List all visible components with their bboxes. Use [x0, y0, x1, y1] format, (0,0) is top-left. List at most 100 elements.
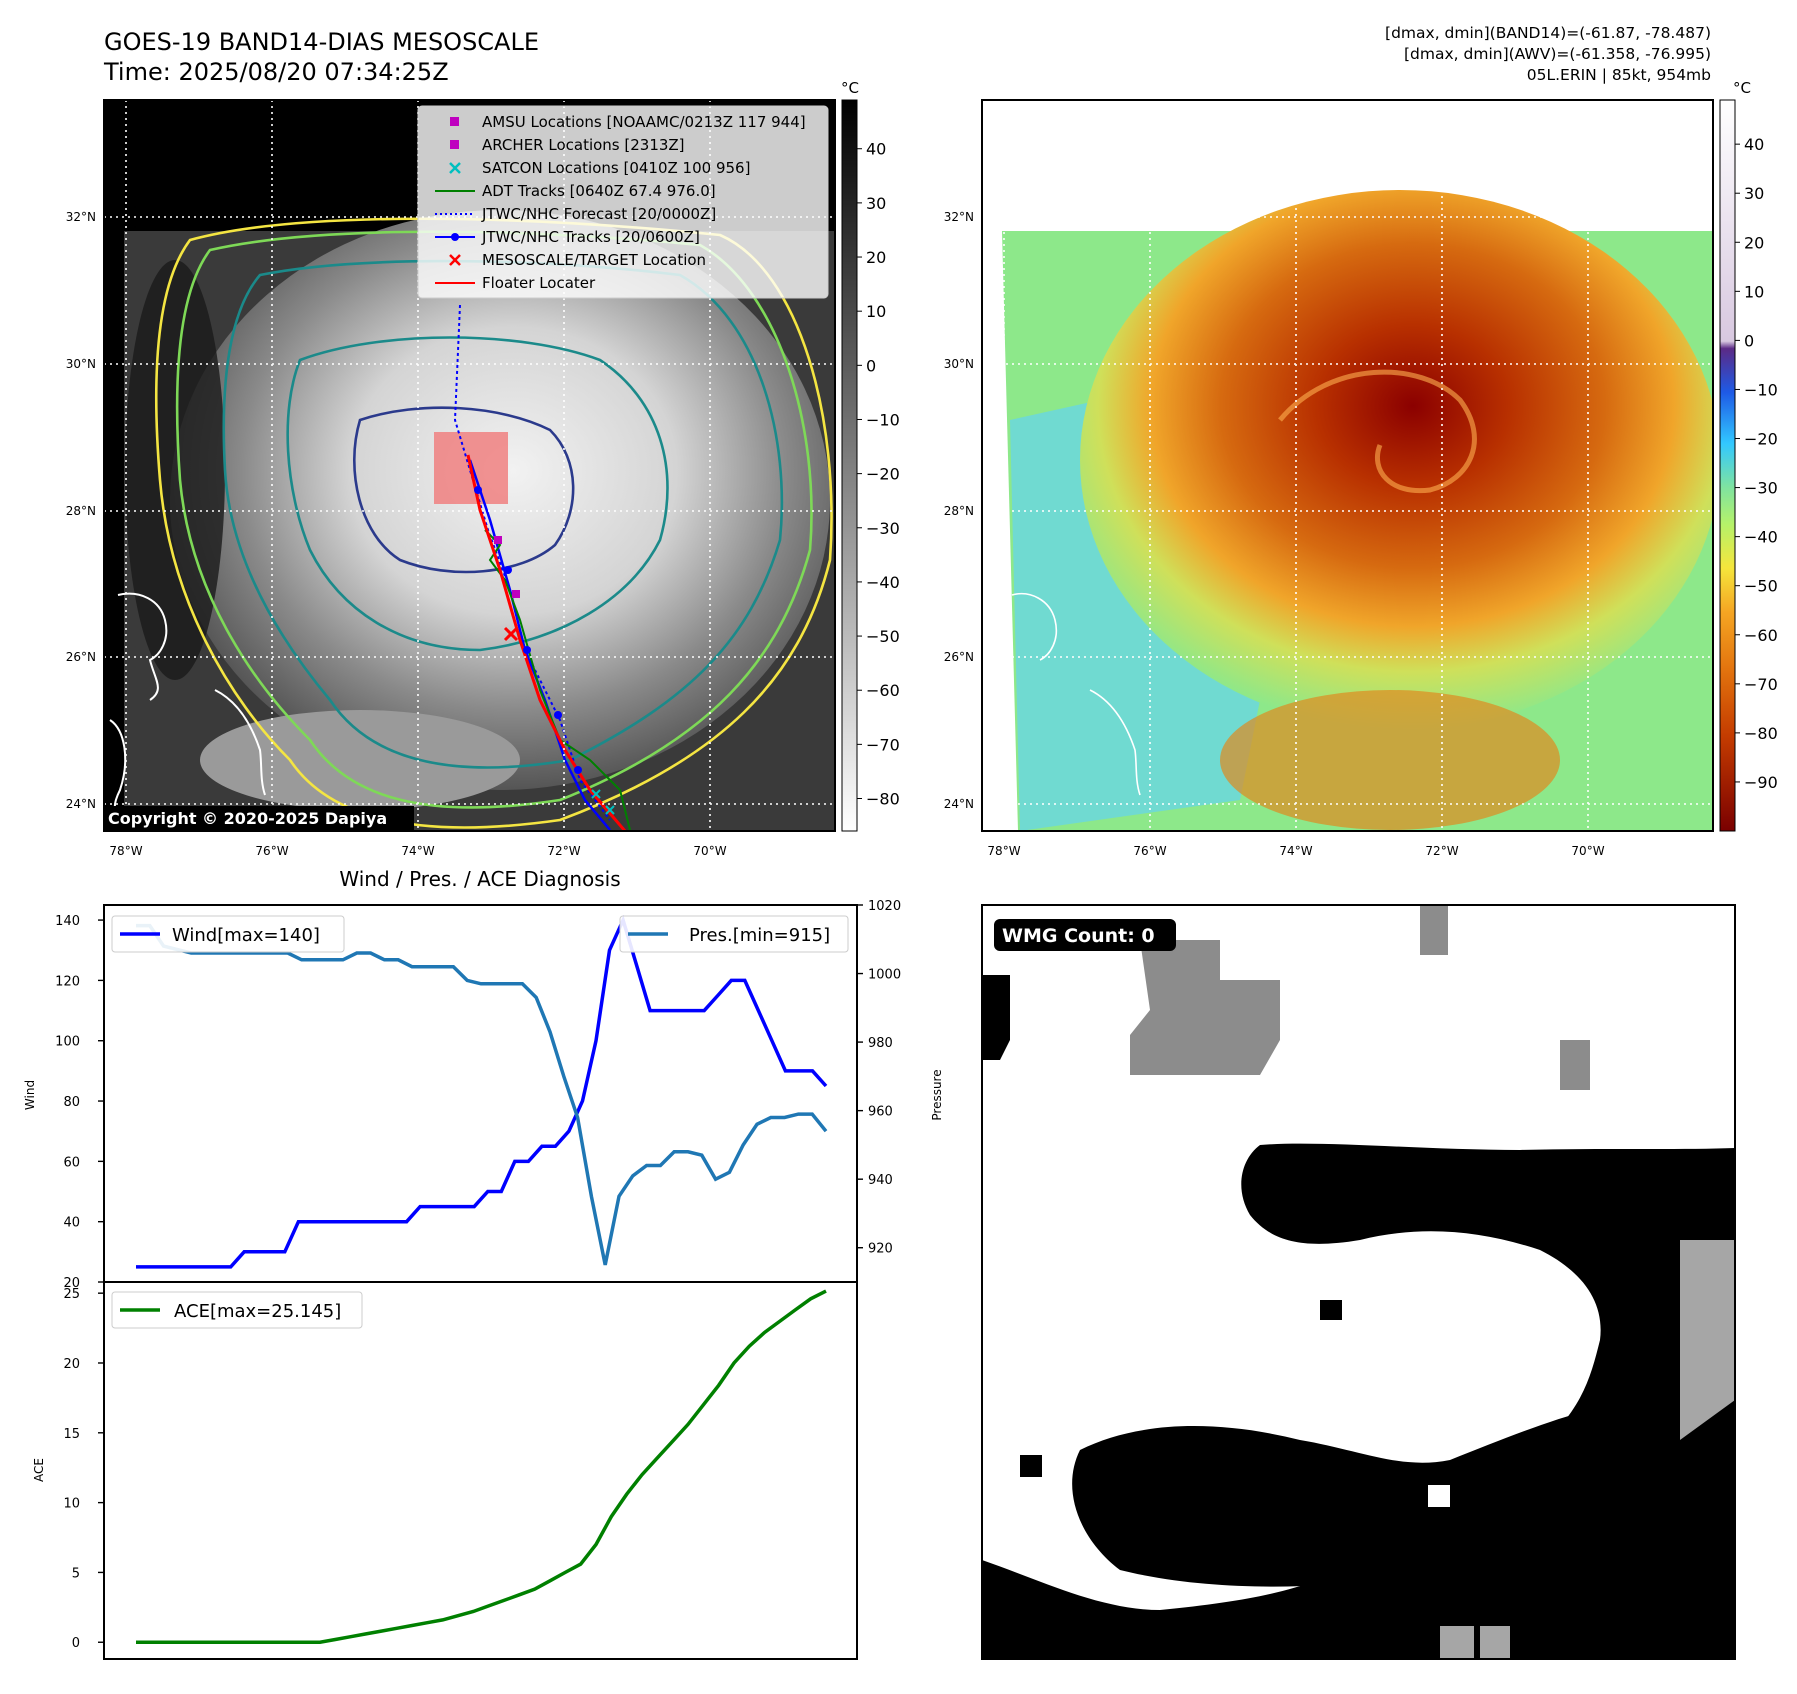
wmg-white-block [1428, 1485, 1450, 1507]
lat-label: 30°N [944, 357, 974, 371]
lon-label: 72°W [547, 844, 580, 858]
satcon-points [591, 789, 615, 815]
ir-lat-labels: 32°N 30°N 28°N 26°N 24°N [66, 210, 96, 811]
legend-marker-square [450, 117, 459, 126]
lon-label: 70°W [693, 844, 726, 858]
ir-map-panel: Copyright © 2020-2025 Dapiya AMSU Locati… [66, 79, 900, 858]
lat-label: 24°N [944, 797, 974, 811]
colorbar-tick-label: −20 [1744, 430, 1778, 449]
wind-legend-frame [111, 915, 345, 953]
pressure-ytick-label: 940 [868, 1173, 893, 1188]
colorbar-tick-label: −10 [866, 410, 900, 429]
lat-label: 32°N [66, 210, 96, 224]
stats-awv: [dmax, dmin](AWV)=(-61.358, -76.995) [1404, 45, 1711, 63]
ir-colorbar [841, 99, 858, 832]
awv-storm-field [1080, 190, 1713, 730]
wmg-black-block [1320, 1300, 1342, 1320]
pressure-yticks: 920 940 960 980 1000 1020 [857, 899, 901, 1257]
awv-moist-area [1010, 400, 1260, 831]
legend-marker-dot [451, 233, 459, 241]
legend-item-label: JTWC/NHC Forecast [20/0000Z] [481, 205, 716, 223]
colorbar-tick-label: −40 [1744, 528, 1778, 547]
wmg-panel: WMG Count: 0 [981, 904, 1736, 1660]
lon-label: 74°W [1279, 844, 1312, 858]
ir-rainband [200, 710, 520, 810]
wmg-black-band [1072, 1410, 1600, 1587]
wind-ytick-label: 140 [55, 914, 80, 929]
colorbar-tick-label: −40 [866, 573, 900, 592]
legend-item-label: SATCON Locations [0410Z 100 956] [482, 159, 750, 177]
wmg-count-label: WMG Count: 0 [1002, 925, 1155, 947]
wmg-frame [981, 904, 1736, 1660]
lon-label: 76°W [1133, 844, 1166, 858]
lat-label: 32°N [944, 210, 974, 224]
wind-frame [103, 904, 858, 1283]
wind-legend-label: Wind[max=140] [172, 925, 320, 946]
ir-colorbar-ticks: 40 30 20 10 0 −10 −20 −30 −40 −50 −60 −70 −80 [857, 140, 900, 809]
lat-label: 26°N [944, 650, 974, 664]
colorbar-tick-label: −20 [866, 465, 900, 484]
wmg-gray-block [1480, 1626, 1510, 1659]
legend-item-label: ARCHER Locations [2313Z] [482, 136, 685, 154]
colorbar-tick-label: −30 [1744, 479, 1778, 498]
wmg-black-region-corner [982, 975, 1010, 1060]
awv-rainband [1220, 690, 1560, 830]
pressure-ytick-label: 960 [868, 1105, 893, 1120]
colorbar-tick-label: −70 [1744, 675, 1778, 694]
wind-ytick-label: 20 [63, 1276, 80, 1291]
ace-series-line [136, 1289, 827, 1644]
ace-frame [103, 1281, 858, 1660]
lat-label: 28°N [66, 504, 96, 518]
pressure-ytick-label: 1020 [868, 899, 901, 914]
awv-frame [981, 99, 1714, 832]
wind-ytick-label: 100 [55, 1035, 80, 1050]
track-legend: AMSU Locations [NOAAMC/0213Z 117 944] ARC… [417, 105, 829, 299]
ace-ytick-label: 15 [63, 1427, 80, 1442]
wmg-gray-region-edge [1680, 1240, 1735, 1440]
coastline-bahamas-north [117, 592, 168, 701]
colorbar-tick-label: 10 [866, 302, 886, 321]
wind-series-line [136, 915, 828, 1269]
floater-locater-line [466, 454, 627, 831]
awv-map-panel: °C 403020100−10−20−30−40−50−60−70−80−90 … [944, 79, 1778, 858]
colorbar-tick-label: −50 [866, 627, 900, 646]
target-marker-stroke [503, 626, 519, 642]
wmg-gray-region-right [1560, 1040, 1590, 1090]
wind-ytick-label: 80 [63, 1095, 80, 1110]
ace-legend: ACE[max=25.145] [111, 1291, 363, 1329]
wind-ylabel: Wind [23, 1080, 37, 1110]
pressure-legend-frame [619, 915, 849, 953]
colorbar-tick-label: −80 [1744, 724, 1778, 743]
copyright-bg [104, 806, 414, 830]
wmg-gray-block [1440, 1626, 1474, 1659]
wind-ytick-label: 60 [63, 1155, 80, 1170]
jtwc-track-points [474, 486, 582, 774]
jtwc-forecast-line [453, 304, 611, 821]
ace-ytick-label: 20 [63, 1357, 80, 1372]
lat-label: 26°N [66, 650, 96, 664]
pressure-series-line [136, 923, 828, 1266]
wmg-label-box [994, 919, 1176, 951]
lon-label: 76°W [255, 844, 288, 858]
figure-title: GOES-19 BAND14-DIAS MESOSCALE [104, 28, 539, 56]
colorbar-tick-label: −60 [1744, 626, 1778, 645]
jtwc-track-point [574, 766, 582, 774]
lat-label: 24°N [66, 797, 96, 811]
target-marker [503, 626, 519, 642]
coastline-bahamas-south [214, 689, 266, 796]
satcon-stroke [605, 805, 615, 815]
legend-item-label: AMSU Locations [NOAAMC/0213Z 117 944] [482, 113, 806, 131]
wmg-gray-region-small [1420, 905, 1448, 955]
storm-info: 05L.ERIN | 85kt, 954mb [1527, 66, 1711, 84]
pressure-ytick-label: 980 [868, 1036, 893, 1051]
wmg-black-block [1020, 1455, 1042, 1477]
legend-items: AMSU Locations [NOAAMC/0213Z 117 944] ARC… [435, 113, 806, 292]
colorbar-tick-label: −80 [866, 790, 900, 809]
legend-marker-x [449, 254, 461, 266]
colorbar-tick-label: −60 [866, 681, 900, 700]
colorbar-tick-label: 30 [866, 194, 886, 213]
wind-ytick-label: 120 [55, 974, 80, 989]
jtwc-track-point [523, 646, 531, 654]
contour-teal-inner [286, 336, 669, 652]
